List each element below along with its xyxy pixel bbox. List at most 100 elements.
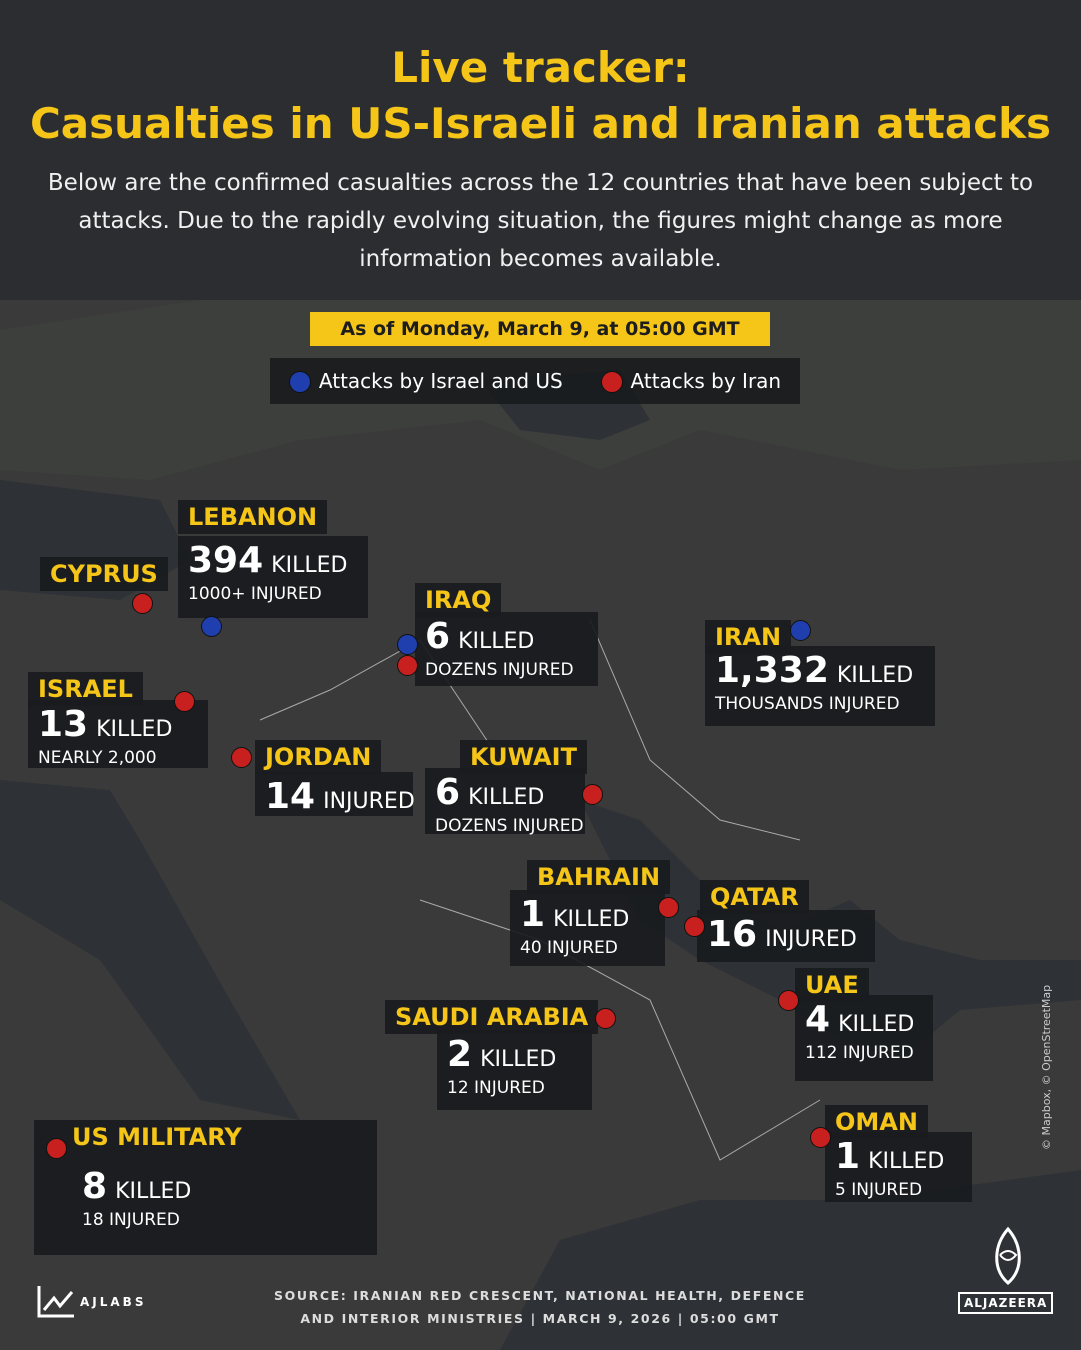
casualty-box: 16 INJURED [697,910,875,962]
count-row: 14 INJURED [265,776,415,818]
attack-dot [790,620,811,641]
count-label: KILLED [468,785,545,810]
attack-dot [231,747,252,768]
legend-swatch [600,371,623,394]
casualty-box: 2 KILLED 12 INJURED [437,1030,592,1110]
legend-swatch [288,371,311,394]
count-row: 394 KILLED [188,540,358,582]
casualty-box: 14 INJURED [255,772,415,818]
count-row: 2 KILLED [447,1034,582,1076]
count-value: 1,332 [715,650,829,691]
count-label: KILLED [836,663,914,688]
country-name: JORDAN [255,740,382,774]
detail-text: THOUSANDS INJURED [715,694,900,714]
count-row: 16 INJURED [707,914,865,956]
detail-text: 5 INJURED [835,1180,923,1200]
count-row: 6 KILLED [435,772,575,814]
attack-dot [810,1127,831,1148]
count-value: 394 [188,540,264,581]
count-label: INJURED [323,789,415,814]
aljazeera-logo: ALJAZEERA [958,1292,1054,1314]
attack-dot [132,593,153,614]
country-name: LEBANON [178,500,328,534]
count-label: INJURED [765,927,857,952]
map-credit: © Mapbox, © OpenStreetMap [1040,984,1053,1150]
casualty-box: 1 KILLED 40 INJURED [510,890,665,966]
title-line: Live tracker: [391,43,690,92]
count-label: KILLED [271,553,348,578]
count-row: 1,332 KILLED [715,650,925,692]
casualty-box: 8 KILLED 18 INJURED [34,1162,377,1255]
count-value: 2 [447,1034,473,1075]
attack-dot [595,1008,616,1029]
count-value: 1 [835,1136,861,1177]
count-row: 13 KILLED [38,704,198,746]
attack-dot [778,990,799,1011]
country-name: US MILITARY [72,1123,242,1151]
detail-text: 1000+ INJURED [188,584,322,604]
count-value: 4 [805,999,831,1040]
attack-dot [201,616,222,637]
count-value: 1 [520,894,546,935]
country-name: UAE [795,968,869,1002]
attack-dot [658,897,679,918]
count-label: KILLED [115,1179,192,1204]
country-name: BAHRAIN [527,860,671,894]
country-name: SAUDI ARABIA [385,1000,599,1034]
title-line: Casualties in US-Israeli and Iranian att… [29,99,1052,148]
legend-item: Attacks by Iran [600,368,782,394]
detail-text: DOZENS INJURED [435,816,584,836]
country-name: CYPRUS [40,557,168,591]
casualty-box: 394 KILLED 1000+ INJURED [178,536,368,618]
attack-dot [46,1138,67,1159]
casualty-box: 1,332 KILLED THOUSANDS INJURED [705,646,935,726]
count-label: KILLED [96,717,173,742]
subtitle: Below are the confirmed casualties acros… [47,170,1034,272]
casualty-box: 4 KILLED 112 INJURED [795,995,933,1081]
logo-text: AJLABS [80,1295,147,1309]
country-name: IRAQ [415,583,502,617]
attack-dot [684,916,705,937]
count-value: 6 [425,616,451,657]
casualty-box: 6 KILLED DOZENS INJURED [425,768,585,836]
detail-text: 40 INJURED [520,938,618,958]
count-row: 8 KILLED [82,1166,367,1208]
attack-dot [397,655,418,676]
detail-text: NEARLY 2,000 [38,748,157,768]
count-row: 1 KILLED [520,894,655,936]
count-label: KILLED [480,1047,557,1072]
title: Live tracker: Casualties in US-Israeli a… [0,40,1081,152]
count-value: 6 [435,772,461,813]
casualty-box: 6 KILLED DOZENS INJURED [415,612,598,686]
count-value: 16 [707,914,758,955]
count-row: 4 KILLED [805,999,923,1041]
casualty-box: 1 KILLED 5 INJURED [825,1132,972,1202]
count-label: KILLED [868,1149,945,1174]
detail-text: DOZENS INJURED [425,660,574,680]
legend-label: Attacks by Iran [630,368,782,393]
count-row: 1 KILLED [835,1136,962,1178]
count-row: 6 KILLED [425,616,588,658]
legend-item: Attacks by Israel and US [288,369,563,394]
date-banner: As of Monday, March 9, at 05:00 GMT [310,312,770,346]
count-value: 8 [82,1166,108,1207]
detail-text: 112 INJURED [805,1043,914,1063]
attack-dot [174,691,195,712]
detail-text: 18 INJURED [82,1210,180,1230]
count-label: KILLED [553,907,630,932]
legend: Attacks by Israel and US Attacks by Iran [270,358,800,404]
aljazeera-mark [995,1226,1021,1285]
attack-dot [582,784,603,805]
country-name: QATAR [700,880,809,914]
casualty-box: 13 KILLED NEARLY 2,000 [28,700,208,768]
count-value: 13 [38,704,89,745]
us-military-panel [34,1120,377,1162]
count-value: 14 [265,776,316,817]
logo-icon [37,1286,74,1318]
count-label: KILLED [838,1012,915,1037]
source-line: AND INTERIOR MINISTRIES | MARCH 9, 2026 … [300,1311,780,1326]
attack-dot [397,634,418,655]
source-line: SOURCE: IRANIAN RED CRESCENT, NATIONAL H… [274,1288,806,1303]
ajlabs-logo: AJLABS [36,1284,146,1320]
